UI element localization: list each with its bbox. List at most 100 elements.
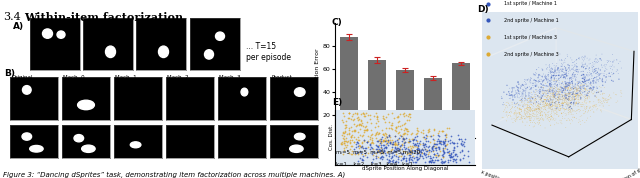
Point <box>387 154 397 157</box>
Point <box>355 119 365 121</box>
Point <box>363 113 373 116</box>
Point <box>364 144 374 147</box>
Point <box>387 123 397 126</box>
Point <box>339 127 349 130</box>
Point <box>352 113 362 116</box>
Point <box>403 140 413 143</box>
Y-axis label: Cos. Dist.: Cos. Dist. <box>328 124 333 151</box>
Point <box>443 159 453 162</box>
Point <box>390 148 401 151</box>
Point <box>417 142 428 145</box>
Point <box>401 128 411 130</box>
Point <box>378 132 388 135</box>
Point <box>384 121 394 124</box>
Point <box>383 138 393 141</box>
Point <box>460 138 470 141</box>
Point <box>393 158 403 161</box>
Point <box>397 137 408 140</box>
Point <box>429 141 439 144</box>
Point <box>442 148 452 151</box>
Point <box>344 127 355 129</box>
Point <box>406 151 416 154</box>
Point <box>367 137 377 140</box>
Point <box>447 142 458 144</box>
Point <box>378 117 388 120</box>
Point <box>404 149 415 151</box>
Point <box>428 160 438 163</box>
Point <box>366 141 376 144</box>
Point <box>437 161 447 164</box>
Point <box>419 152 429 155</box>
Point <box>408 154 418 157</box>
Point <box>392 142 403 145</box>
Point <box>388 140 398 143</box>
Point <box>401 136 411 139</box>
Point <box>379 139 389 142</box>
Point <box>424 151 434 154</box>
Point <box>394 130 404 133</box>
Point <box>337 136 348 139</box>
Point <box>403 132 413 135</box>
Y-axis label: Reconstruction Error: Reconstruction Error <box>315 48 320 113</box>
Point <box>428 149 438 152</box>
Point <box>398 137 408 140</box>
Point <box>377 151 387 154</box>
Point <box>422 154 433 157</box>
Point <box>419 136 429 139</box>
Point <box>451 158 461 160</box>
Point <box>353 138 364 141</box>
Point <box>429 143 440 146</box>
Point <box>396 151 406 154</box>
Point <box>349 129 359 132</box>
Point <box>367 146 377 149</box>
Point <box>417 135 428 138</box>
Point <box>387 127 397 130</box>
Point <box>390 154 401 157</box>
Point <box>431 143 441 146</box>
Point <box>404 113 414 116</box>
Point <box>405 139 415 142</box>
Point <box>438 140 448 143</box>
Point <box>355 127 365 130</box>
Point <box>372 145 382 148</box>
Point <box>411 132 421 135</box>
Point <box>430 154 440 157</box>
Point <box>458 142 468 145</box>
Point <box>404 151 414 154</box>
Point <box>371 147 381 150</box>
Point <box>399 138 410 141</box>
Point <box>425 155 435 158</box>
Point <box>366 122 376 125</box>
Point <box>372 145 383 147</box>
Point <box>356 158 367 161</box>
Ellipse shape <box>77 100 95 110</box>
Point <box>419 142 429 145</box>
Point <box>419 143 429 146</box>
Point <box>440 139 450 142</box>
Bar <box>396 70 414 138</box>
Point <box>437 129 447 132</box>
Ellipse shape <box>290 145 303 152</box>
Point <box>346 145 356 148</box>
Point <box>407 158 417 161</box>
Point <box>372 116 382 118</box>
Point <box>408 145 419 148</box>
Point <box>387 146 397 149</box>
Point <box>383 138 393 141</box>
Point <box>404 157 414 160</box>
Ellipse shape <box>57 31 65 38</box>
Ellipse shape <box>294 133 305 140</box>
Point <box>343 117 353 120</box>
Point <box>365 143 375 145</box>
Point <box>351 152 361 155</box>
Point <box>353 146 364 149</box>
Point <box>390 147 401 150</box>
Point <box>344 132 354 135</box>
Point <box>358 147 368 150</box>
Point <box>353 124 364 127</box>
Point <box>353 160 363 163</box>
Point <box>398 156 408 159</box>
Point <box>346 139 356 142</box>
Point <box>338 121 348 124</box>
Point <box>392 146 403 149</box>
